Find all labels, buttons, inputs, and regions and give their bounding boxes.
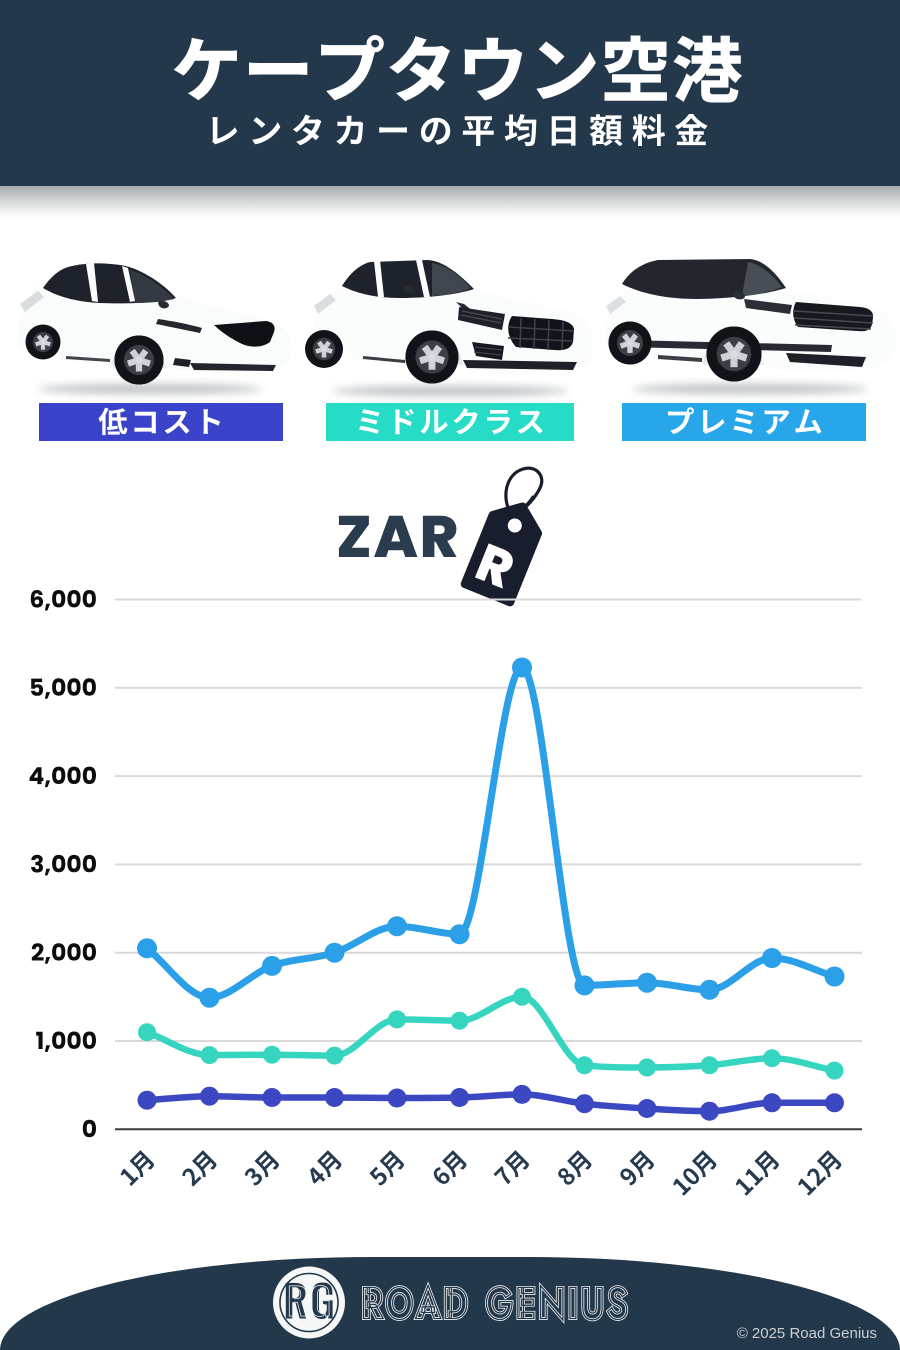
svg-text:© 2025 Road Genius: © 2025 Road Genius (737, 1325, 877, 1342)
